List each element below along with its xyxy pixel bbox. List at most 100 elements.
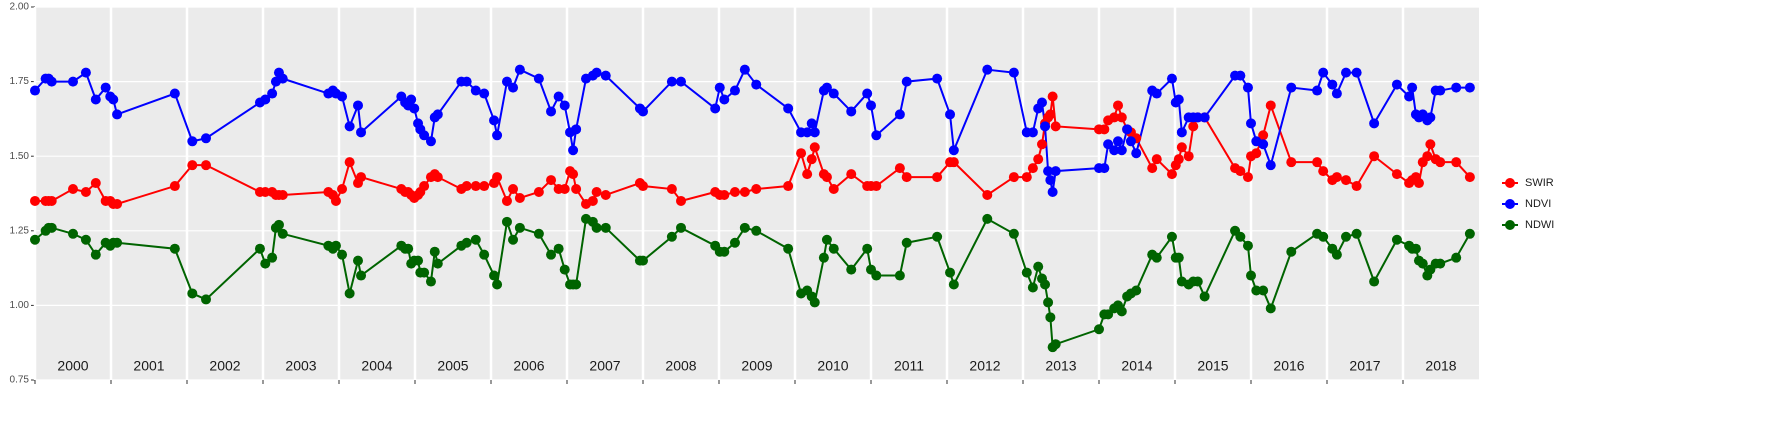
point (1094, 324, 1104, 335)
point (330, 240, 341, 251)
x-tick-label: 2014 (1121, 358, 1152, 374)
point (783, 103, 794, 114)
point (201, 160, 211, 171)
point (479, 88, 490, 99)
point (1265, 160, 1276, 171)
point (866, 100, 876, 111)
point (1312, 85, 1323, 96)
point (546, 175, 557, 186)
point (1341, 231, 1351, 242)
legend-key (1505, 220, 1515, 230)
point (568, 169, 579, 180)
point (591, 67, 602, 78)
point (508, 184, 519, 195)
point (429, 246, 440, 257)
x-tick-label: 2017 (1349, 358, 1380, 374)
x-tick-label: 2007 (589, 358, 620, 374)
point (846, 106, 857, 117)
point (201, 294, 211, 305)
point (1173, 154, 1184, 165)
point (1099, 124, 1110, 135)
point (1122, 124, 1133, 135)
point (1351, 181, 1362, 192)
point (796, 148, 807, 159)
point (1410, 243, 1421, 254)
point (267, 88, 278, 99)
point (1391, 169, 1402, 180)
point (666, 76, 677, 87)
point (479, 249, 490, 260)
point (948, 279, 959, 290)
point (1351, 228, 1362, 239)
point (508, 82, 519, 93)
point (821, 234, 832, 245)
point (982, 213, 993, 224)
point (419, 130, 430, 141)
point (470, 85, 481, 96)
point (169, 243, 180, 254)
point (187, 288, 198, 299)
point (1369, 118, 1380, 129)
x-tick-label: 2016 (1273, 358, 1304, 374)
point (1151, 252, 1162, 263)
point (932, 73, 943, 84)
point (1043, 166, 1054, 177)
point (461, 237, 472, 248)
point (356, 172, 367, 183)
point (638, 106, 648, 117)
point (802, 127, 813, 138)
point (419, 267, 430, 278)
point (1265, 303, 1276, 314)
point (1008, 67, 1019, 78)
point (719, 94, 730, 105)
point (479, 181, 490, 192)
point (267, 252, 278, 263)
point (1451, 157, 1462, 168)
point (571, 279, 582, 290)
x-tick-label: 2005 (437, 358, 468, 374)
point (337, 91, 348, 102)
point (666, 184, 677, 195)
point (1422, 151, 1433, 162)
point (901, 172, 912, 183)
point (1312, 157, 1323, 168)
point (1027, 127, 1038, 138)
point (1435, 157, 1446, 168)
point (901, 237, 912, 248)
point (571, 124, 582, 135)
point (1027, 282, 1038, 293)
point (1027, 163, 1038, 174)
point (729, 187, 740, 198)
point (894, 163, 905, 174)
point (1235, 166, 1246, 177)
y-tick-label: 2.00 (10, 2, 30, 13)
point (337, 249, 348, 260)
point (1192, 276, 1203, 287)
point (425, 276, 436, 287)
point (1125, 136, 1136, 147)
point (406, 94, 417, 105)
point (676, 222, 686, 233)
point (719, 189, 730, 200)
point (30, 234, 40, 245)
point (894, 270, 905, 281)
point (1113, 136, 1123, 147)
point (1258, 130, 1269, 141)
point (600, 189, 611, 200)
point (901, 76, 912, 87)
point (409, 103, 420, 114)
point (1116, 112, 1127, 123)
point (46, 195, 57, 206)
point (1417, 258, 1428, 269)
point (945, 109, 956, 120)
point (1176, 142, 1187, 153)
point (862, 243, 873, 254)
point (1286, 82, 1297, 93)
point (277, 228, 288, 239)
point (1251, 148, 1262, 159)
point (1188, 121, 1199, 132)
point (260, 187, 271, 198)
point (546, 249, 557, 260)
point (46, 222, 57, 233)
point (1464, 82, 1475, 93)
